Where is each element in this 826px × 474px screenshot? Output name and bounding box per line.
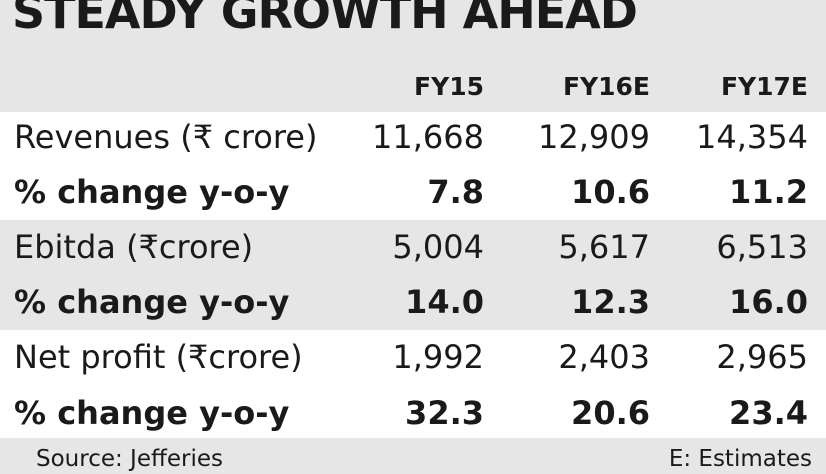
table-row-ebitda-change: % change y-o-y 14.0 12.3 16.0	[0, 275, 826, 330]
table-cell: 5,617	[558, 228, 650, 266]
table-cell: 12.3	[571, 283, 650, 321]
table-cell: 14,354	[696, 118, 808, 156]
table-cell: 16.0	[729, 283, 808, 321]
row-label: Revenues (₹ crore)	[14, 118, 318, 156]
table-cell: 12,909	[538, 118, 650, 156]
table-band-revenues	[0, 112, 826, 220]
chart-title: STEADY GROWTH AHEAD	[12, 0, 638, 39]
table-cell: 14.0	[405, 283, 484, 321]
table-cell: 20.6	[571, 394, 650, 432]
row-label: % change y-o-y	[14, 173, 290, 211]
table-cell: 11.2	[729, 173, 808, 211]
table-row-net-profit-change: % change y-o-y 32.3 20.6 23.4	[0, 386, 826, 441]
table-cell: 2,403	[558, 338, 650, 376]
table-row-ebitda: Ebitda (₹crore) 5,004 5,617 6,513	[0, 220, 826, 275]
table-row-revenues-change: % change y-o-y 7.8 10.6 11.2	[0, 165, 826, 220]
column-header-fy15: FY15	[414, 72, 484, 101]
table-cell: 1,992	[392, 338, 484, 376]
column-header-fy16e: FY16E	[562, 72, 650, 101]
table-cell: 11,668	[372, 118, 484, 156]
table-cell: 10.6	[571, 173, 650, 211]
table-band-net-profit	[0, 330, 826, 438]
column-header-fy17e: FY17E	[720, 72, 808, 101]
row-label: Ebitda (₹crore)	[14, 228, 254, 266]
table-row-revenues: Revenues (₹ crore) 11,668 12,909 14,354	[0, 110, 826, 165]
estimates-note: E: Estimates	[668, 446, 812, 472]
table-cell: 23.4	[729, 394, 808, 432]
table-cell: 5,004	[392, 228, 484, 266]
table-cell: 7.8	[427, 173, 484, 211]
row-label: Net profit (₹crore)	[14, 338, 303, 376]
table-row-net-profit: Net profit (₹crore) 1,992 2,403 2,965	[0, 330, 826, 385]
table-cell: 6,513	[716, 228, 808, 266]
source-note: Source: Jefferies	[36, 446, 223, 472]
table-cell: 32.3	[405, 394, 484, 432]
row-label: % change y-o-y	[14, 283, 290, 321]
table-cell: 2,965	[716, 338, 808, 376]
row-label: % change y-o-y	[14, 394, 290, 432]
